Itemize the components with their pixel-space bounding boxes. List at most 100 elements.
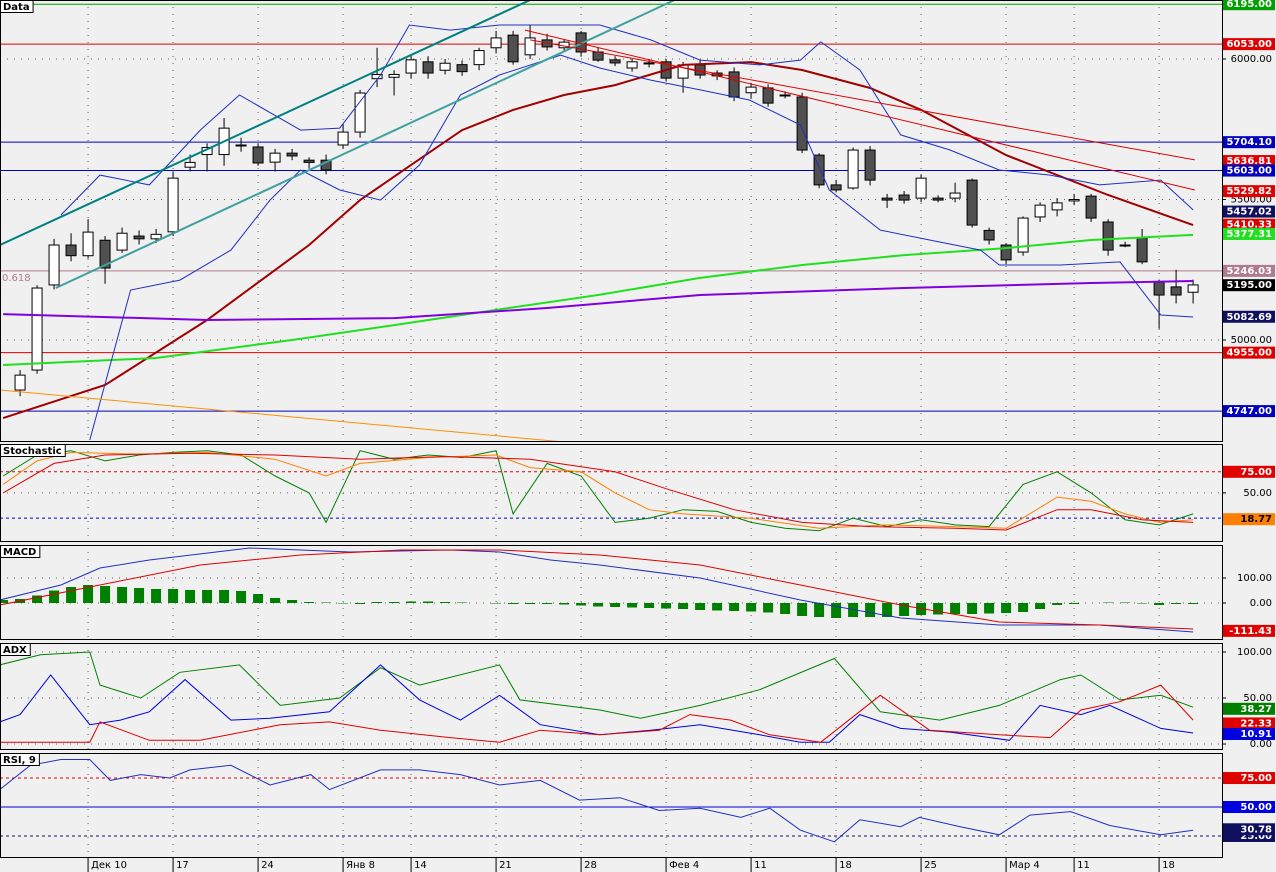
histogram-bar	[1018, 603, 1029, 612]
candle-body	[762, 87, 774, 104]
level-label: 5636.81	[1226, 156, 1272, 167]
histogram-bar	[83, 585, 94, 603]
level-label: -111.43	[1229, 626, 1272, 637]
candle-body	[983, 229, 995, 241]
panel-frame	[0, 444, 1223, 542]
histogram-bar	[423, 601, 434, 603]
candle-body	[99, 239, 111, 269]
histogram-bar	[508, 603, 519, 604]
panel	[0, 753, 1222, 858]
histogram-bar	[1001, 603, 1012, 613]
level-marker	[1223, 279, 1275, 292]
panel-frame	[0, 545, 1223, 640]
histogram-bar	[831, 603, 842, 618]
candle-body	[48, 244, 60, 286]
level-label: 10.91	[1240, 729, 1272, 740]
level-label: 5246.03	[1226, 266, 1272, 277]
candle-body	[167, 177, 179, 233]
level-marker	[1223, 717, 1275, 730]
histogram-bar	[219, 590, 230, 603]
panel	[0, 0, 1222, 442]
candle-body	[1187, 284, 1199, 293]
histogram-bar	[729, 603, 740, 611]
candle-body	[1102, 221, 1114, 251]
candle-body	[1170, 286, 1182, 296]
candle-body	[881, 197, 893, 201]
candle-body	[286, 152, 298, 157]
y-tick-label: 0.00	[1250, 739, 1272, 750]
level-marker	[1223, 0, 1275, 11]
y-tick-label: 100.00	[1237, 573, 1272, 584]
level-marker	[1223, 310, 1275, 323]
candle-body	[184, 161, 196, 168]
histogram-bar	[1052, 603, 1063, 605]
panel-title: RSI, 9	[3, 755, 36, 766]
indicator-line	[2, 450, 1194, 532]
x-tick-label: Мар 4	[1009, 860, 1040, 871]
candle-body	[235, 144, 247, 147]
x-tick-label: Фев 4	[669, 860, 699, 871]
level-marker	[1223, 702, 1275, 715]
level-label: 5704.10	[1226, 137, 1272, 148]
panel	[0, 643, 1222, 750]
panel-title-box	[0, 444, 66, 457]
level-marker	[1223, 136, 1275, 149]
indicator-line	[89, 54, 1194, 441]
histogram-bar	[117, 587, 128, 603]
panel-title-box	[0, 545, 41, 558]
candle-body	[388, 73, 400, 78]
indicator-line	[3, 233, 1194, 366]
candle-body	[65, 244, 77, 257]
indicator-line	[3, 280, 1194, 322]
level-label: 75.00	[1240, 773, 1272, 784]
histogram-bar	[304, 602, 315, 603]
y-tick-label: 5500.00	[1231, 195, 1272, 206]
indicator-line	[0, 547, 1194, 633]
level-marker	[1223, 155, 1275, 168]
histogram-bar	[287, 600, 298, 603]
histogram-bar	[865, 603, 876, 617]
candle-body	[1034, 204, 1046, 218]
candle-body	[150, 233, 162, 240]
panel	[0, 444, 1222, 542]
panel-title: Stochastic	[3, 446, 62, 457]
histogram-bar	[168, 589, 179, 603]
candle-body	[745, 86, 757, 94]
panel-title: MACD	[3, 547, 36, 558]
histogram-bar	[134, 588, 145, 603]
level-label: 5377.31	[1226, 229, 1272, 240]
x-tick-label: Янв 8	[346, 860, 375, 871]
histogram-bar	[899, 603, 910, 616]
candle-body	[1051, 202, 1063, 211]
histogram-bar	[661, 603, 672, 609]
histogram-bar	[695, 603, 706, 610]
level-marker	[1223, 465, 1275, 478]
candle-body	[133, 235, 145, 240]
candle-body	[1136, 237, 1148, 263]
x-tick-label: 11	[1077, 860, 1090, 871]
level-marker	[1223, 218, 1275, 231]
indicator-line	[2, 452, 1194, 531]
x-tick-label: 14	[414, 860, 427, 871]
histogram-bar	[253, 594, 264, 603]
x-tick-label: 24	[261, 860, 274, 871]
y-tick-label: 0.00	[1250, 598, 1272, 609]
x-tick-label: 25	[924, 860, 937, 871]
histogram-bar	[1171, 603, 1182, 604]
candle-body	[14, 374, 26, 391]
x-tick-label: 11	[754, 860, 767, 871]
histogram-bar	[1069, 603, 1080, 604]
panel-title-box	[0, 643, 31, 656]
candle-body	[796, 96, 808, 151]
histogram-bar	[576, 603, 587, 606]
level-marker	[1223, 772, 1275, 785]
candle-body	[915, 177, 927, 199]
candle-body	[82, 231, 94, 257]
histogram-bar	[797, 603, 808, 616]
level-marker	[1223, 823, 1275, 836]
level-label: 4955.00	[1226, 348, 1272, 359]
candle-body	[779, 94, 791, 97]
